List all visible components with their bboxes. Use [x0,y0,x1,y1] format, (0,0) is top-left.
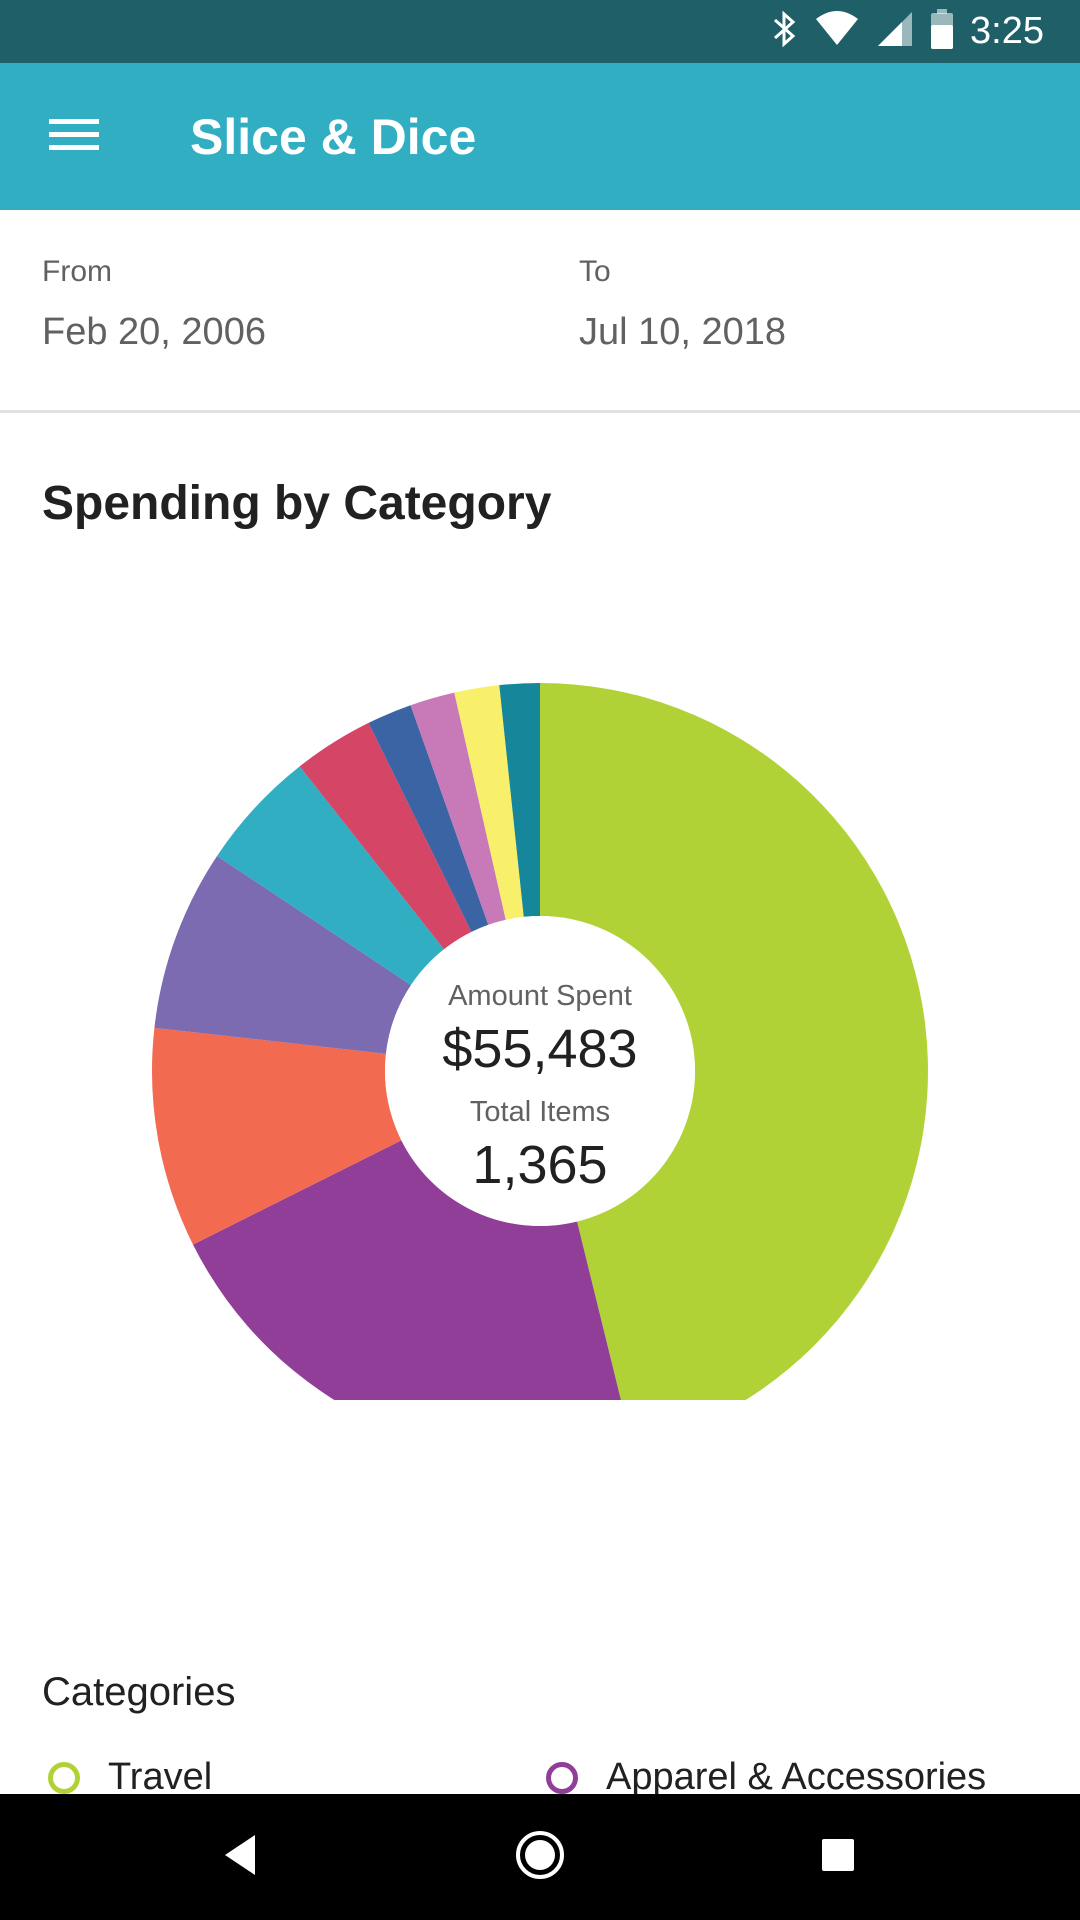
home-button[interactable] [505,1822,575,1892]
status-bar: 3:25 [0,0,1080,63]
menu-button[interactable] [32,103,116,171]
pie-slice-8[interactable] [410,692,506,925]
date-range: From Feb 20, 2006 To Jul 10, 2018 [0,210,1080,413]
status-icons: 3:25 [772,0,1044,63]
to-label: To [579,255,611,288]
pie-slice-4[interactable] [154,855,411,1054]
amount-spent-label: Amount Spent [448,980,632,1012]
from-date-value: Feb 20, 2006 [42,311,266,353]
to-date-value: Jul 10, 2018 [579,311,787,353]
battery-icon [930,8,954,55]
legend-label: Apparel & Accessories [606,1756,987,1798]
spending-chart: Amount Spent $55,483 Total Items 1,365 [0,600,1080,1459]
legend-dot-icon [48,1761,80,1794]
from-label: From [42,255,112,288]
back-button[interactable] [206,1822,276,1892]
app-title: Slice & Dice [190,109,477,165]
pie-slice-2[interactable] [192,1140,633,1459]
pie-slice-7[interactable] [368,705,489,932]
back-icon [221,1833,261,1882]
pie-slice-9[interactable] [454,685,524,920]
legend-item-apparel[interactable]: Apparel & Accessories [546,1756,986,1799]
status-time: 3:25 [970,10,1044,52]
categories-heading: Categories [42,1670,236,1714]
legend-label: Travel [108,1756,213,1798]
system-nav-bar [0,1794,1080,1920]
total-items-label: Total Items [469,1096,611,1128]
legend-dot-icon [546,1761,578,1794]
recents-button[interactable] [803,1822,873,1892]
total-items-value: 1,365 [472,1135,608,1195]
from-date-picker[interactable]: From Feb 20, 2006 [42,254,266,354]
pie-slice-6[interactable] [299,722,472,950]
legend-item-travel[interactable]: Travel [48,1756,212,1799]
amount-spent-value: $55,483 [442,1019,638,1079]
donut-chart-svg [151,683,928,1459]
pie-slice-10[interactable] [499,683,540,917]
cell-signal-icon [876,10,914,53]
pie-slice-1[interactable] [540,683,928,1448]
pie-slice-3[interactable] [151,1027,402,1245]
to-date-picker[interactable]: To Jul 10, 2018 [579,254,786,354]
section-title: Spending by Category [42,477,552,530]
home-icon [514,1829,566,1886]
wifi-icon [814,11,860,52]
donut-hole [385,916,695,1226]
bluetooth-icon [772,9,798,54]
app-bar: Slice & Dice [0,63,1080,210]
pie-slice-5[interactable] [217,766,445,986]
recents-icon [820,1837,856,1878]
hamburger-menu-icon [49,117,99,158]
